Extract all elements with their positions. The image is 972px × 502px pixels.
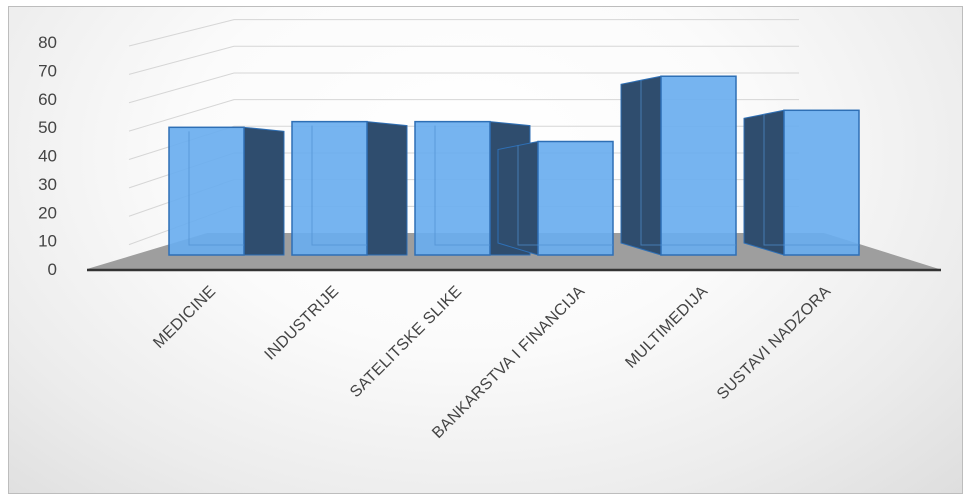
category-label: INDUSTRIJE: [262, 283, 343, 364]
y-tick-label: 0: [48, 260, 57, 279]
bar-inner-edge: [188, 131, 244, 246]
bar-inner-edge: [640, 80, 736, 246]
gridline: [128, 125, 799, 160]
y-tick-label: 60: [38, 90, 57, 109]
bar-front-face: [783, 109, 860, 256]
bar-inner-edge: [311, 125, 367, 246]
bar-front-face: [537, 140, 614, 256]
y-tick-label: 20: [38, 203, 57, 222]
bar-inner-edge: [434, 125, 490, 246]
y-tick-label: 10: [38, 232, 57, 251]
bar: [291, 120, 408, 256]
bar: [620, 75, 737, 256]
gridline: [128, 19, 799, 47]
bar-side-face: [366, 121, 408, 256]
y-tick-label: 80: [38, 33, 57, 52]
bar-inner-edge: [763, 114, 859, 246]
category-label: MULTIMEDIJA: [622, 283, 711, 372]
chart-area: 0 10 20 30 40 50 60 70 80 MEDICINE INDUSTRIJE SATE…: [8, 6, 963, 494]
y-tick-label: 40: [38, 147, 57, 166]
gridline: [128, 99, 799, 132]
y-axis-ticks: 0 10 20 30 40 50 60 70 80: [38, 33, 57, 279]
category-label: SATELITSKE SLIKE: [347, 283, 465, 401]
category-label: MEDICINE: [150, 283, 219, 352]
bar-side-face: [243, 126, 285, 256]
bars: [168, 75, 860, 256]
category-label: SUSTAVI NADZORA: [714, 283, 834, 403]
x-axis-categories: MEDICINE INDUSTRIJE SATELITSKE SLIKEBANKAR…: [150, 283, 834, 442]
y-tick-label: 50: [38, 118, 57, 137]
bar: [497, 140, 614, 256]
bar-front-face: [414, 120, 491, 256]
bar: [743, 109, 860, 256]
bar-front-face: [660, 75, 737, 256]
bar-front-face: [291, 120, 368, 256]
bar: [168, 126, 285, 256]
bar-inner-edge: [517, 145, 613, 246]
bar-chart: 0 10 20 30 40 50 60 70 80 MEDICINE INDUSTRIJE SATE…: [38, 19, 941, 442]
gridline: [128, 45, 799, 75]
y-tick-label: 30: [38, 175, 57, 194]
y-tick-label: 70: [38, 61, 57, 80]
gridline: [128, 72, 799, 104]
bar-front-face: [168, 126, 245, 256]
